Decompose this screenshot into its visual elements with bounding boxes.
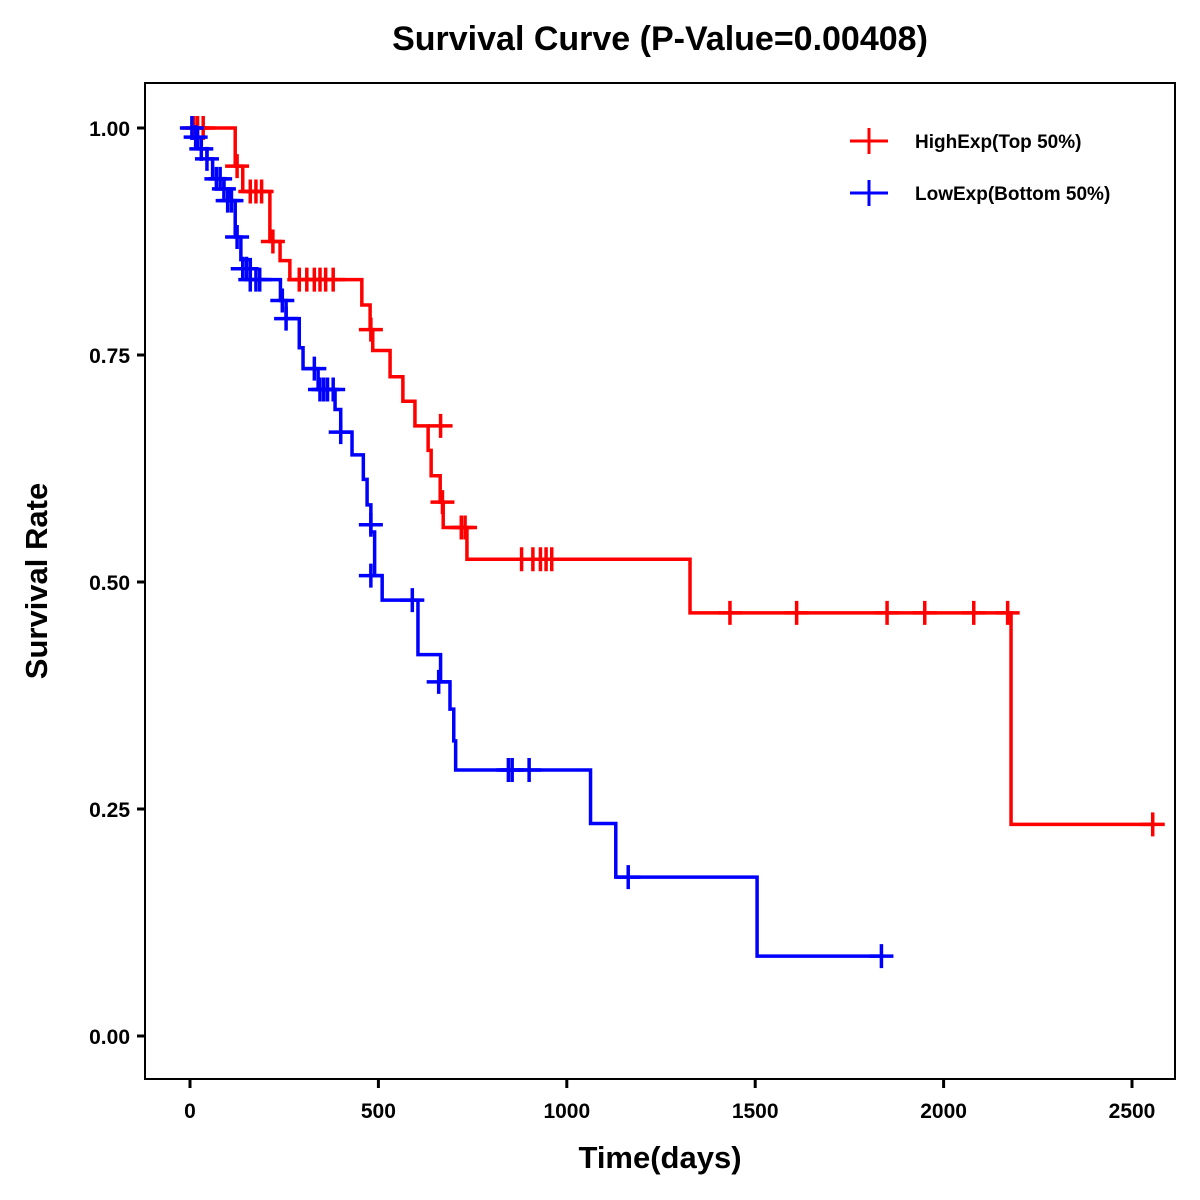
x-axis: 0 500 1000 1500 2000 2500 — [184, 1079, 1155, 1123]
x-tick-label: 2000 — [920, 1100, 967, 1123]
plot-area-frame — [144, 82, 1176, 1080]
censor-mark — [208, 166, 233, 191]
y-tick-label: 0.75 — [89, 345, 130, 368]
censor-mark — [249, 179, 274, 204]
censor-mark — [321, 267, 346, 292]
censor-mark — [358, 317, 383, 342]
censor-mark — [247, 267, 272, 292]
x-axis-label: Time(days) — [578, 1140, 741, 1175]
censor-mark — [189, 136, 214, 161]
censor-mark — [400, 588, 425, 613]
censor-mark — [453, 515, 478, 540]
y-axis: 0.00 0.25 0.50 0.75 1.00 — [89, 118, 145, 1049]
legend-label-lowexp: LowExp(Bottom 50%) — [915, 184, 1110, 205]
chart-title: Survival Curve (P-Value=0.00408) — [392, 20, 928, 58]
censor-mark — [321, 377, 346, 402]
legend-label-highexp: HighExp(Top 50%) — [915, 132, 1081, 153]
censor-mark — [358, 512, 383, 537]
x-tick-label: 500 — [361, 1100, 396, 1123]
censor-mark — [219, 188, 244, 213]
censor-mark — [784, 600, 809, 625]
censor-mark — [517, 757, 542, 782]
censor-mark — [539, 547, 564, 572]
censor-mark — [328, 420, 353, 445]
censor-mark — [260, 229, 285, 254]
y-tick-label: 0.25 — [89, 799, 130, 822]
censor-mark — [995, 600, 1020, 625]
x-tick-label: 2500 — [1109, 1100, 1156, 1123]
y-tick-label: 1.00 — [89, 118, 130, 141]
censor-mark — [912, 600, 937, 625]
legend: HighExp(Top 50%) LowExp(Bottom 50%) — [850, 128, 1110, 206]
censor-mark — [302, 356, 327, 381]
legend-item-highexp[interactable]: HighExp(Top 50%) — [850, 128, 1081, 154]
legend-item-lowexp[interactable]: LowExp(Bottom 50%) — [850, 180, 1110, 206]
series-group — [179, 116, 1165, 969]
censor-mark — [225, 154, 250, 179]
censor-mark — [183, 125, 208, 150]
legend-marker-lowexp — [850, 180, 888, 206]
censor-mark — [274, 306, 299, 331]
censor-mark — [717, 600, 742, 625]
x-tick-label: 1000 — [543, 1100, 590, 1123]
survival-curve-highexp — [190, 126, 1155, 827]
censor-mark — [426, 669, 451, 694]
censor-mark — [270, 288, 295, 313]
censor-mark — [358, 563, 383, 588]
legend-marker-highexp — [850, 128, 888, 154]
censor-mark — [430, 490, 455, 515]
censor-mark — [428, 413, 453, 438]
y-tick-label: 0.00 — [89, 1026, 130, 1049]
censor-mark — [616, 865, 641, 890]
censor-mark — [869, 944, 894, 969]
y-axis-label: Survival Rate — [19, 483, 54, 679]
survival-curve-lowexp — [190, 126, 884, 958]
y-tick-label: 0.50 — [89, 572, 130, 595]
x-tick-label: 0 — [184, 1100, 196, 1123]
censor-mark — [1140, 812, 1165, 837]
x-tick-label: 1500 — [732, 1100, 779, 1123]
censor-mark — [961, 600, 986, 625]
censor-mark — [194, 146, 219, 171]
censor-mark — [225, 224, 250, 249]
censor-mark — [875, 600, 900, 625]
